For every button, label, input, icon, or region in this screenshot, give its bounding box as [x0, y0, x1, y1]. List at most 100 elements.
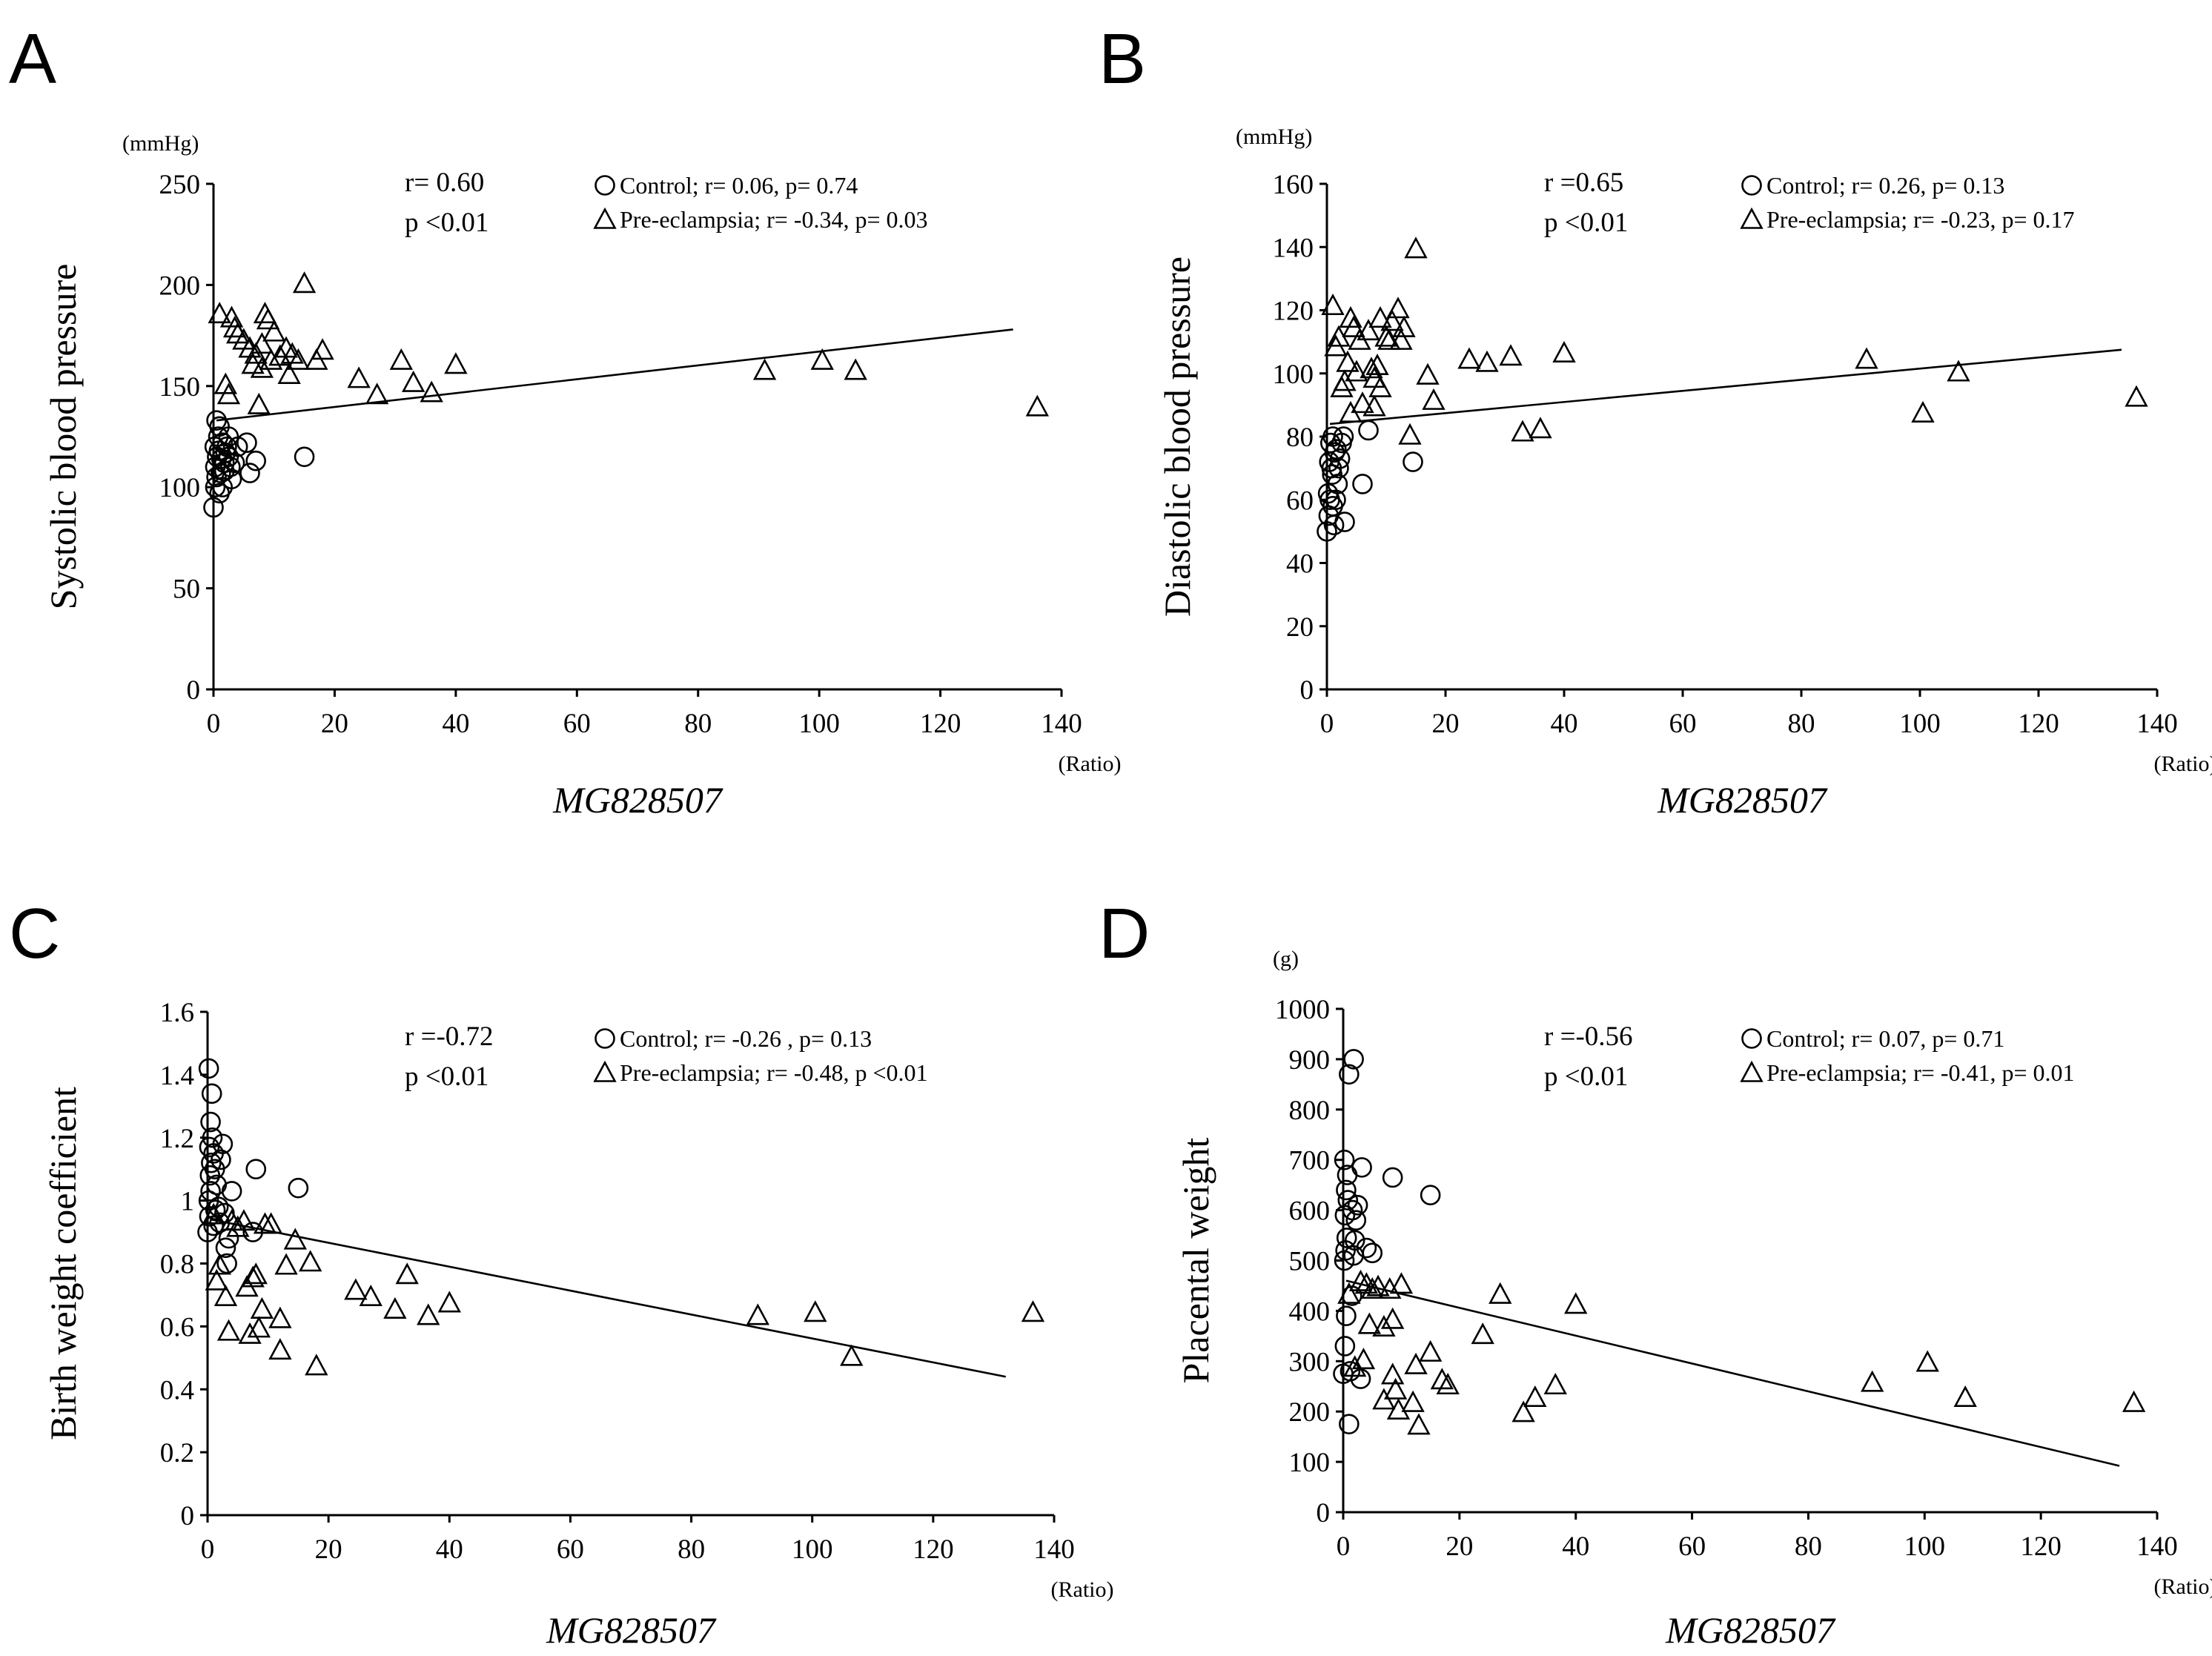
- y-tick-label: 0.6: [160, 1312, 194, 1342]
- regression-line: [216, 328, 1013, 422]
- control-point: [218, 426, 239, 447]
- stat-r: r =-0.56: [1544, 1021, 1633, 1052]
- preeclampsia-point: [292, 271, 317, 294]
- preeclampsia-point: [1380, 309, 1404, 331]
- preeclampsia-point: [1855, 347, 1878, 369]
- preeclampsia-point: [259, 1212, 283, 1234]
- y-tick-label: 1000: [1275, 995, 1330, 1025]
- legend-label: Control; r= 0.06, p= 0.74: [620, 172, 858, 199]
- y-unit: (mmHg): [122, 131, 199, 156]
- y-tick-label: 40: [1286, 549, 1314, 580]
- x-tick-label: 40: [1551, 709, 1578, 739]
- preeclampsia-point: [1475, 350, 1499, 372]
- x-tick-label: 20: [1446, 1531, 1473, 1562]
- control-point: [1347, 1195, 1368, 1216]
- preeclampsia-point: [810, 348, 834, 370]
- stat-p: p <0.01: [1544, 208, 1628, 238]
- control-point: [208, 1196, 229, 1217]
- x-tick-label: 0: [207, 709, 221, 739]
- preeclampsia-point: [1372, 1314, 1396, 1337]
- panel-c: C 0 0.2 0.4 0.6 0.8 1 1.2 1.4 1.6 0 20 40 60 80 100 120 1…: [9, 894, 1113, 1651]
- panel-b: B 0 20 40 60 80 100 120 140 160 0 20 40 60 80 100 120 140…: [1099, 19, 2212, 821]
- control-point: [1336, 1228, 1357, 1248]
- preeclampsia-point: [1345, 360, 1368, 382]
- x-axis-title: MG828507: [1657, 779, 1828, 821]
- y-tick-label: 200: [159, 271, 201, 301]
- y-tick-label: 140: [1273, 233, 1314, 263]
- preeclampsia-point: [1457, 347, 1481, 369]
- x-tick-label: 80: [1795, 1531, 1822, 1562]
- stat-p: p <0.01: [405, 1062, 489, 1092]
- preeclampsia-point: [208, 1253, 231, 1275]
- preeclampsia-point: [1366, 1274, 1390, 1296]
- preeclampsia-point: [401, 370, 425, 392]
- preeclampsia-point: [1025, 394, 1049, 417]
- panel-letter: A: [9, 19, 56, 99]
- stat-p: p <0.01: [405, 208, 489, 238]
- x-tick-label: 120: [2020, 1531, 2062, 1562]
- preeclampsia-point: [2122, 1390, 2146, 1412]
- preeclampsia-point: [1430, 1368, 1454, 1390]
- y-axis-title: Placental weight: [1175, 1137, 1216, 1383]
- preeclampsia-point: [1489, 1282, 1512, 1304]
- x-tick-label: 140: [1033, 1534, 1075, 1565]
- legend-circle-icon: [1741, 175, 1762, 196]
- legend-label: Pre-eclampsia; r= -0.41, p= 0.01: [1766, 1059, 2075, 1086]
- preeclampsia-point: [840, 1344, 864, 1366]
- x-axis-title: MG828507: [1665, 1609, 1836, 1651]
- x-tick-label: 0: [1320, 709, 1334, 739]
- y-tick-label: 150: [159, 372, 201, 403]
- control-point: [201, 1083, 222, 1104]
- preeclampsia-point: [219, 305, 244, 328]
- preeclampsia-point: [1436, 1373, 1460, 1395]
- control-point: [1322, 464, 1342, 485]
- preeclampsia-point: [1021, 1300, 1045, 1322]
- legend-triangle-icon: [593, 1060, 617, 1082]
- regression-line: [210, 1218, 1006, 1378]
- preeclampsia-point: [1418, 1339, 1443, 1362]
- preeclampsia-point: [2125, 385, 2148, 407]
- x-tick-label: 140: [2136, 709, 2178, 739]
- preeclampsia-point: [202, 1202, 225, 1225]
- x-tick-label: 0: [1337, 1531, 1351, 1562]
- x-tick-label: 140: [1041, 709, 1082, 739]
- y-tick-label: 1.2: [160, 1124, 194, 1154]
- legend-label: Pre-eclampsia; r= -0.34, p= 0.03: [620, 206, 928, 233]
- stat-r: r =-0.72: [405, 1021, 494, 1052]
- legend-triangle-icon: [1740, 1060, 1764, 1082]
- control-point: [203, 497, 224, 518]
- y-tick-label: 0: [1300, 675, 1314, 706]
- preeclampsia-point: [259, 348, 283, 370]
- y-axis-title: Birth weight coefficient: [42, 1087, 84, 1440]
- preeclampsia-point: [1398, 423, 1422, 445]
- preeclampsia-point: [311, 338, 334, 360]
- x-tick-label: 80: [678, 1534, 705, 1565]
- x-tick-label: 60: [557, 1534, 584, 1565]
- preeclampsia-point: [1365, 353, 1389, 376]
- x-tick-label: 100: [798, 709, 840, 739]
- control-point: [294, 446, 315, 468]
- preeclampsia-point: [1360, 1277, 1384, 1299]
- preeclampsia-point: [213, 372, 238, 394]
- y-tick-label: 600: [1289, 1196, 1331, 1227]
- regression-line: [1345, 1279, 2120, 1467]
- preeclampsia-point: [208, 302, 231, 324]
- regression-line: [1329, 348, 2122, 425]
- control-point: [239, 463, 260, 483]
- legend-label: Pre-eclampsia; r= -0.48, p <0.01: [620, 1059, 928, 1086]
- control-point: [202, 1127, 223, 1148]
- preeclampsia-point: [1861, 1370, 1884, 1392]
- preeclampsia-point: [253, 302, 277, 324]
- control-point: [1339, 1064, 1360, 1085]
- preeclampsia-point: [344, 1278, 368, 1300]
- x-tick-label: 80: [1788, 709, 1815, 739]
- control-point: [205, 477, 226, 498]
- control-point: [1322, 495, 1343, 517]
- y-tick-label: 0.8: [160, 1250, 194, 1280]
- preeclampsia-point: [1911, 400, 1935, 423]
- preeclampsia-point: [216, 1319, 241, 1341]
- preeclampsia-point: [347, 366, 371, 388]
- y-tick-label: 0: [1317, 1498, 1331, 1529]
